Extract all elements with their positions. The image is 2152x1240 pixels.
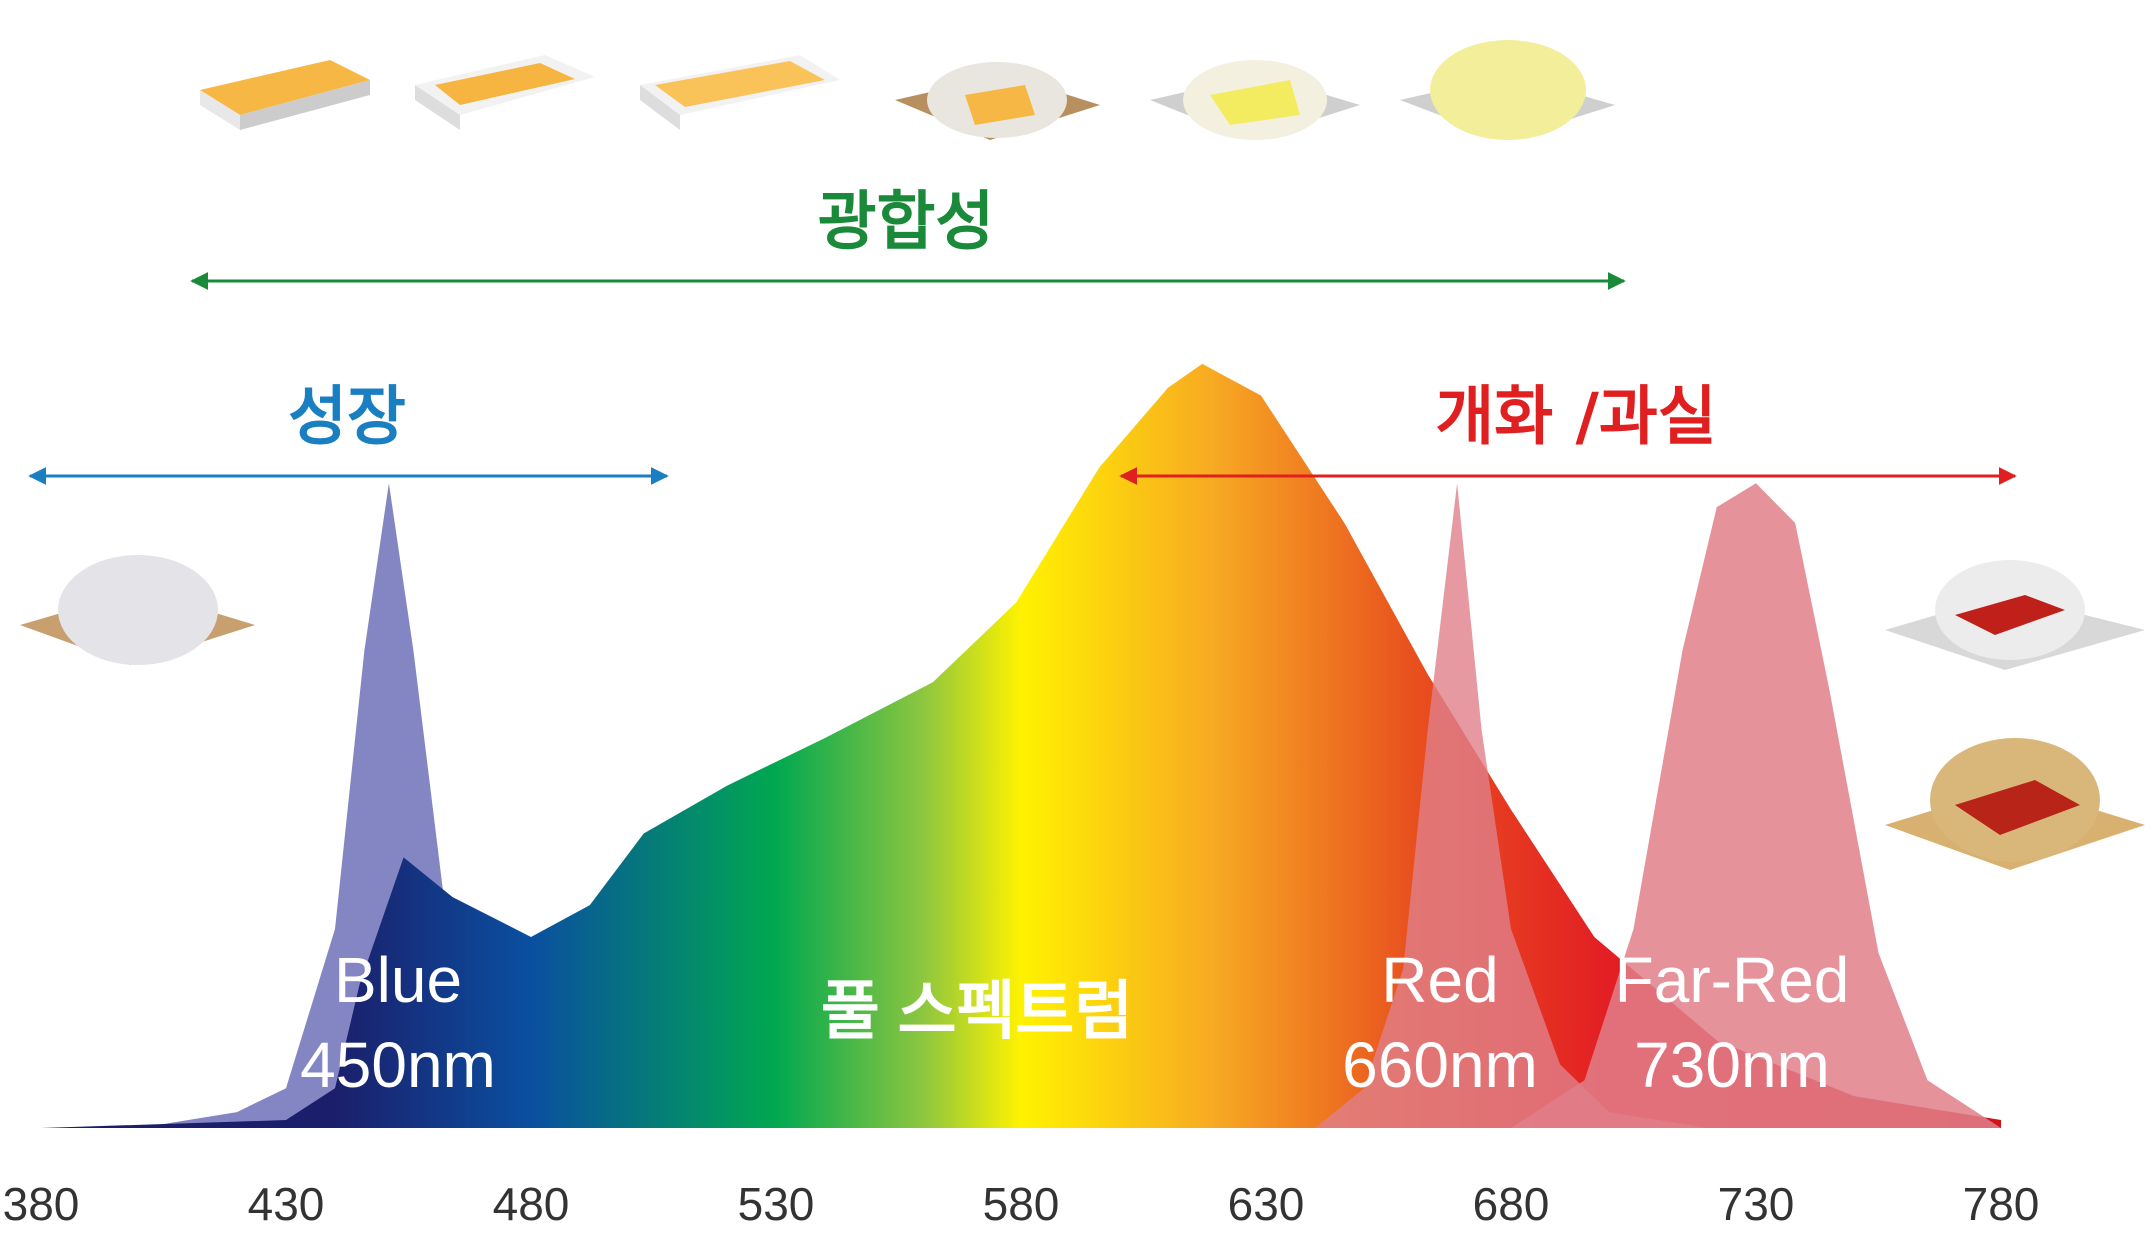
annotation-label: 개화 /과실 — [1435, 381, 1716, 455]
x-tick-label: 380 — [3, 1178, 80, 1230]
series-label: Red — [1381, 944, 1498, 1016]
x-tick-label: 430 — [248, 1178, 325, 1230]
series-label: 풀 스펙트럼 — [821, 975, 1133, 1047]
series-wavelength: 450nm — [300, 1029, 496, 1101]
series-wavelength: 660nm — [1342, 1029, 1538, 1101]
x-tick-label: 780 — [1963, 1178, 2040, 1230]
led-images — [20, 40, 2145, 870]
series-wavelength: 730nm — [1634, 1029, 1830, 1101]
series-label: Far-Red — [1615, 944, 1850, 1016]
plot-area — [41, 363, 2001, 1129]
x-tick-label: 580 — [983, 1178, 1060, 1230]
x-tick-label: 630 — [1228, 1178, 1305, 1230]
x-tick-label: 530 — [738, 1178, 815, 1230]
spectrum-area — [1511, 483, 2001, 1128]
x-tick-label: 680 — [1473, 1178, 1550, 1230]
spectrum-area — [139, 483, 629, 1128]
annotation-label: 성장 — [288, 381, 406, 455]
x-tick-label: 480 — [493, 1178, 570, 1230]
x-tick-label: 730 — [1718, 1178, 1795, 1230]
annotation-label: 광합성 — [818, 186, 995, 260]
spectrum-area — [1315, 483, 1707, 1128]
series-label: Blue — [334, 944, 462, 1016]
